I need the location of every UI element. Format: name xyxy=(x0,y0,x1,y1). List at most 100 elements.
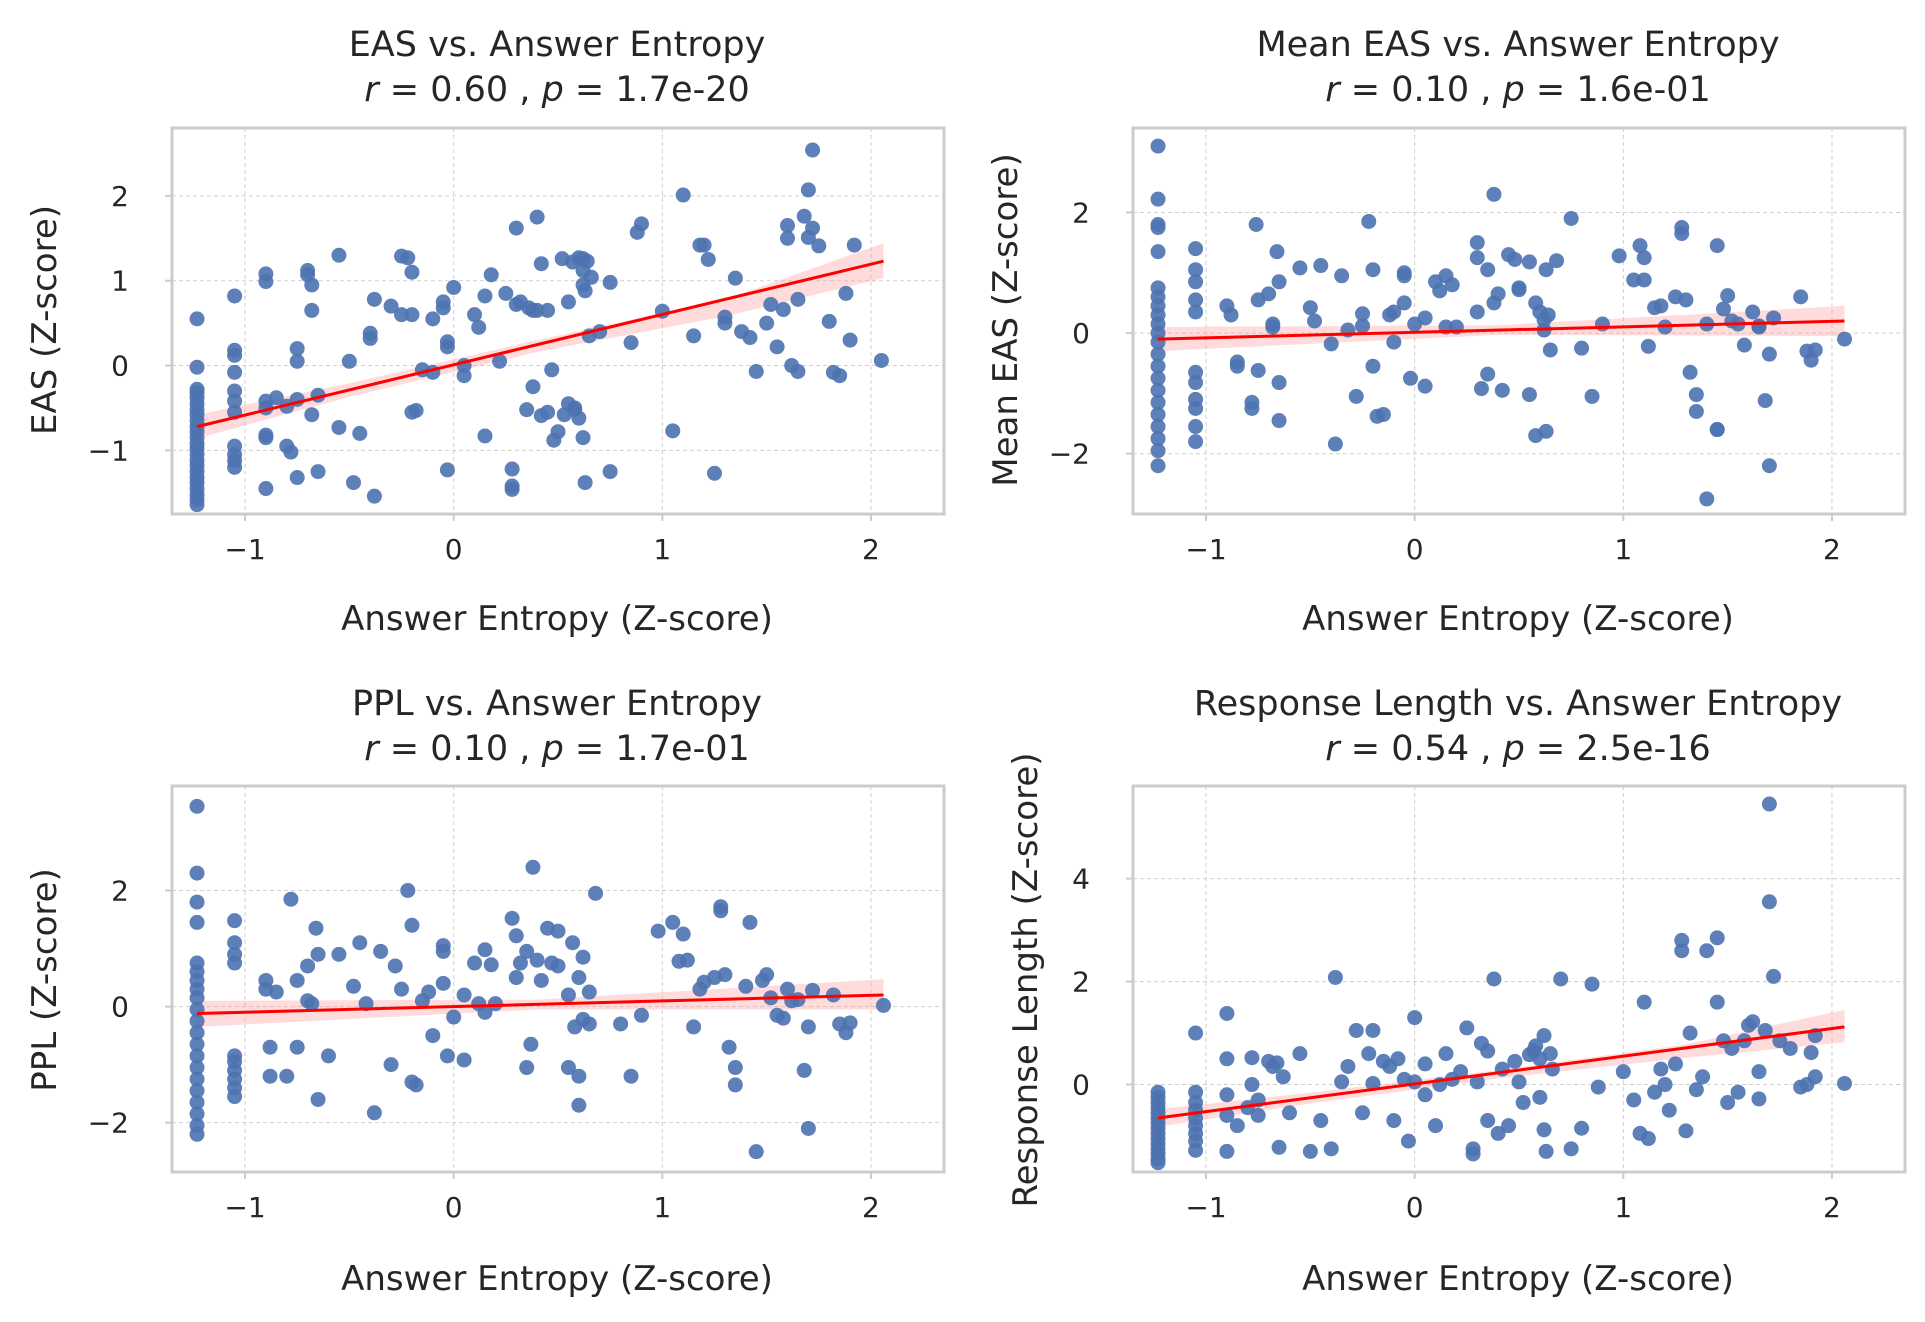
panel-2-data-point xyxy=(1542,342,1558,358)
panel-3-r-label: r xyxy=(364,729,381,769)
panel-3-fit-layer xyxy=(196,993,884,1016)
panel-1-data-point xyxy=(304,407,320,423)
panel-1-data-point xyxy=(525,379,541,395)
panel-2-data-point xyxy=(1417,378,1433,394)
panel-1-data-point xyxy=(258,430,274,446)
panel-2-data-point xyxy=(1323,336,1339,352)
panel-3-data-point xyxy=(565,935,581,951)
panel-2-p-label: p xyxy=(1502,70,1525,110)
panel-3-data-point xyxy=(435,975,451,991)
panel-1-data-point xyxy=(289,341,305,357)
panel-1-data-point xyxy=(456,368,472,384)
panel-3-data-point xyxy=(227,935,243,951)
panel-3-data-point xyxy=(560,1060,576,1076)
panel-2-data-point xyxy=(1261,286,1277,302)
panel-2-r-label: r xyxy=(1325,70,1342,110)
panel-3-data-point xyxy=(487,996,503,1012)
panel-3-data-point xyxy=(189,1060,205,1076)
panel-1-x-tick-label: −1 xyxy=(224,533,265,566)
panel-1-data-point xyxy=(394,307,410,323)
panel-3-data-point xyxy=(262,1039,278,1055)
panel-1-data-point xyxy=(508,220,524,236)
panel-1-data-point xyxy=(686,328,702,344)
panel-1-data-point xyxy=(575,430,591,446)
panel-2-data-point xyxy=(1469,235,1485,251)
panel-1-xticklabels: −1 0 1 2 xyxy=(224,533,880,566)
panel-2-plot-frame xyxy=(1131,126,1907,516)
panel-3-data-point xyxy=(387,958,403,974)
panel-4-data-point xyxy=(1219,1087,1235,1103)
panel-4-data-point xyxy=(1188,1142,1204,1158)
panel-3-data-point xyxy=(189,1036,205,1052)
panel-4-data-point xyxy=(1292,1046,1308,1062)
panel-1-data-point xyxy=(439,462,455,478)
panel-2-data-point xyxy=(1188,434,1204,450)
panel-1-data-point xyxy=(341,353,357,369)
panel-2-data-point xyxy=(1150,358,1166,374)
panel-1-yticklabels: −1 0 1 2 xyxy=(88,180,129,468)
panel-1-data-point xyxy=(227,288,243,304)
panel-1-data-point xyxy=(404,307,420,323)
panel-2-data-point xyxy=(1150,244,1166,260)
panel-2-p-value: 1.6e-01 xyxy=(1576,70,1710,110)
panel-3-data-point xyxy=(421,984,437,1000)
panel-1-data-point xyxy=(846,237,862,253)
panel-1-ci-layer xyxy=(197,243,884,439)
panel-3-data-point xyxy=(467,955,483,971)
panel-4-data-point xyxy=(1626,1092,1642,1108)
panel-4-data-point xyxy=(1490,1125,1506,1141)
panel-4-data-point xyxy=(1365,1022,1381,1038)
panel-2-yticklabels: −2 0 2 xyxy=(1049,196,1090,470)
panel-3-data-point xyxy=(425,1028,441,1044)
panel-3-y-tick-label: 2 xyxy=(111,874,129,907)
panel-2-data-point xyxy=(1150,138,1166,154)
panel-2-data-point xyxy=(1432,283,1448,299)
panel-3-data-point xyxy=(796,1062,812,1078)
panel-3-data-point xyxy=(456,987,472,1003)
panel-4-data-point xyxy=(1782,1040,1798,1056)
panel-1-data-point xyxy=(842,332,858,348)
panel-4-data-point xyxy=(1511,1074,1527,1090)
panel-eas: EAS vs. Answer Entropy r = 0.60 , p = 1.… xyxy=(25,25,946,639)
panel-1-x-axis-label: Answer Entropy (Z-score) xyxy=(341,599,773,639)
panel-3-axes xyxy=(165,784,946,1179)
panel-3-data-point xyxy=(550,923,566,939)
panel-1-data-point xyxy=(560,294,576,310)
panel-4-data-point xyxy=(1275,1069,1291,1085)
panel-1-y-axis-label: EAS (Z-score) xyxy=(25,205,65,435)
panel-3-data-point xyxy=(227,913,243,929)
panel-1-regression-line xyxy=(196,259,884,429)
panel-4-confidence-band xyxy=(1158,1009,1845,1127)
panel-3-data-point xyxy=(189,1126,205,1142)
panel-3-x-tick-label: 2 xyxy=(862,1191,880,1224)
panel-2-data-point xyxy=(1150,346,1166,362)
panel-3-data-point xyxy=(842,1015,858,1031)
panel-2-data-point xyxy=(1761,458,1777,474)
panel-1-points xyxy=(189,142,889,513)
panel-4-data-point xyxy=(1553,971,1569,987)
panel-2-data-point xyxy=(1486,186,1502,202)
panel-2-data-point xyxy=(1313,258,1329,274)
panel-4-data-point xyxy=(1745,1014,1761,1030)
panel-3-data-point xyxy=(581,1016,597,1032)
panel-2-data-point xyxy=(1507,251,1523,267)
panel-2-data-point xyxy=(1229,354,1245,370)
panel-1-data-point xyxy=(550,424,566,440)
panel-4-data-point xyxy=(1438,1046,1454,1062)
panel-1-data-point xyxy=(404,264,420,280)
panel-4-yticklabels: 0 2 4 xyxy=(1072,863,1090,1102)
panel-1-data-point xyxy=(477,288,493,304)
panel-2-data-point xyxy=(1361,213,1377,229)
panel-3-data-point xyxy=(300,958,316,974)
panel-4-data-point xyxy=(1365,1075,1381,1091)
panel-1-data-point xyxy=(467,307,483,323)
panel-3-data-point xyxy=(404,917,420,933)
panel-3-data-point xyxy=(805,982,821,998)
panel-2-data-point xyxy=(1538,262,1554,278)
panel-2-data-point xyxy=(1150,419,1166,435)
panel-3-data-point xyxy=(571,1068,587,1084)
panel-3-data-point xyxy=(650,923,666,939)
panel-3-data-point xyxy=(304,996,320,1012)
panel-3-data-point xyxy=(189,1048,205,1064)
